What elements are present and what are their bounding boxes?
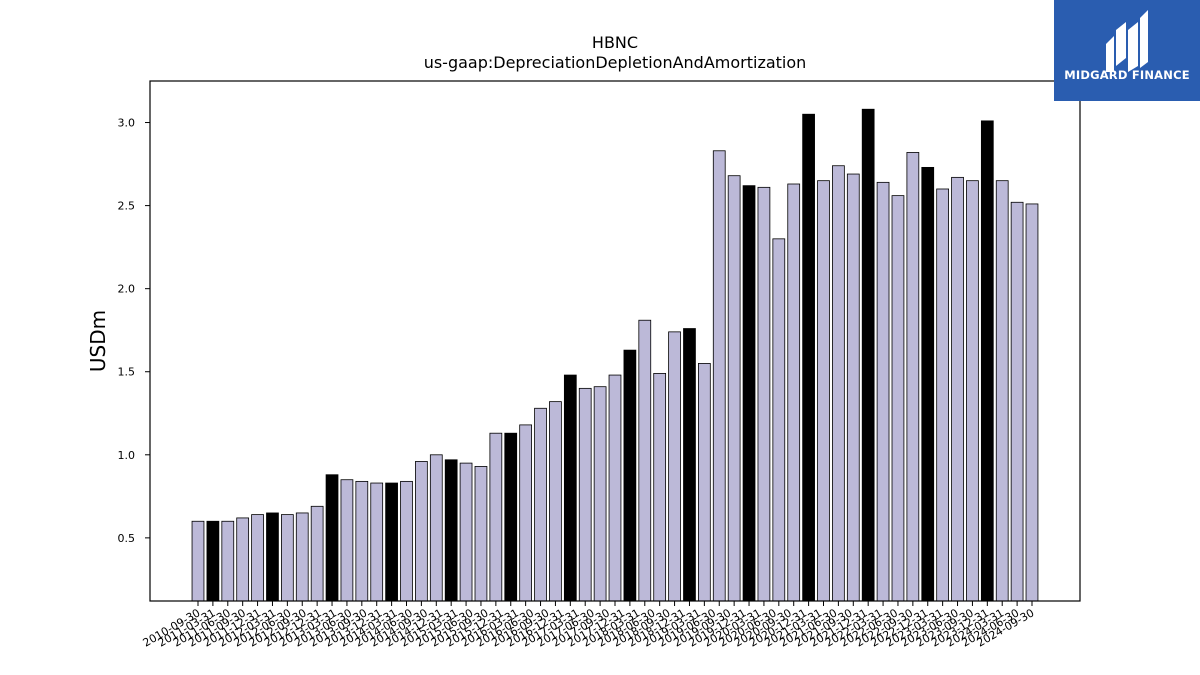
bar-2013-06-30 <box>355 480 369 602</box>
bar-2011-12-31 <box>266 512 279 602</box>
bar-2010-12-31 <box>206 520 220 602</box>
bar-2016-06-30 <box>534 407 547 602</box>
bar-2020-03-31 <box>757 186 771 602</box>
x-axis: 2010-09-302011-03-312011-06-302011-09-30… <box>141 601 1037 650</box>
bar-2022-03-31 <box>876 181 890 602</box>
bar-2021-12-31 <box>861 108 875 602</box>
bar-2014-12-31 <box>444 459 458 602</box>
y-tick-label: 2.5 <box>118 200 136 213</box>
bar-2020-06-30 <box>772 238 786 602</box>
y-tick-label: 3.0 <box>118 117 136 130</box>
logo-text: MIDGARD FINANCE <box>1064 68 1190 82</box>
bar-2024-06-30 <box>1010 201 1024 602</box>
bar-2019-12-31 <box>742 185 756 602</box>
bar-2014-03-31 <box>400 480 413 602</box>
bar-2016-09-30 <box>549 401 562 602</box>
bar-2021-09-30 <box>846 173 860 602</box>
bar-2011-09-30 <box>251 514 264 602</box>
bar-2023-12-31 <box>980 120 994 602</box>
y-axis-label: USDm <box>86 310 110 372</box>
bar-2011-06-30 <box>236 517 250 602</box>
chart-title: HBNC <box>592 33 638 52</box>
bar-2017-09-30 <box>608 374 622 602</box>
bars-group <box>191 108 1039 602</box>
bar-2012-09-30 <box>310 505 324 602</box>
bar-2018-06-30 <box>653 372 667 602</box>
bar-2015-06-30 <box>474 466 488 602</box>
y-axis: 0.5 1.0 1.5 2.0 2.5 3.0 <box>118 117 150 545</box>
bar-2016-12-31 <box>563 374 577 602</box>
bar-2012-03-31 <box>280 514 294 602</box>
bar-2024-03-31 <box>995 180 1009 602</box>
bar-2019-06-30 <box>712 150 726 602</box>
bar-2023-06-30 <box>951 176 964 602</box>
bar-2019-09-30 <box>727 175 741 602</box>
y-tick-label: 1.0 <box>118 449 136 462</box>
bar-2017-12-31 <box>623 349 637 602</box>
bar-2013-09-30 <box>370 482 384 602</box>
bar-2011-03-31 <box>221 520 235 602</box>
plot-frame <box>149 80 1081 602</box>
y-tick-label: 2.0 <box>118 283 136 296</box>
bar-2020-12-31 <box>802 113 815 602</box>
bar-2022-12-31 <box>921 166 935 602</box>
bar-2012-06-30 <box>295 512 309 602</box>
bar-2018-09-30 <box>668 331 681 602</box>
y-tick-label: 0.5 <box>118 532 136 545</box>
bar-2018-12-31 <box>683 328 696 602</box>
bar-2015-12-31 <box>504 432 518 602</box>
bar-2020-09-30 <box>787 183 801 602</box>
chart-subtitle: us-gaap:DepreciationDepletionAndAmortiza… <box>424 53 807 72</box>
bar-2021-06-30 <box>832 165 845 602</box>
bar-2021-03-31 <box>817 180 830 602</box>
midgard-logo-icon <box>1106 10 1148 72</box>
bar-2023-09-30 <box>966 180 979 602</box>
bar-2013-03-31 <box>340 479 354 602</box>
bar-2010-09-30 <box>191 520 205 602</box>
bar-2022-06-30 <box>891 195 905 602</box>
bar-2015-09-30 <box>489 432 503 602</box>
bar-2014-09-30 <box>429 454 443 602</box>
bar-2012-12-31 <box>325 474 339 602</box>
bar-2023-03-31 <box>936 188 950 602</box>
bar-2019-03-31 <box>698 363 711 602</box>
bar-2018-03-31 <box>638 319 652 602</box>
brand-logo: MIDGARD FINANCE <box>1054 0 1200 101</box>
bar-2014-06-30 <box>415 461 428 602</box>
bar-2013-12-31 <box>385 482 398 602</box>
bar-2024-09-30 <box>1025 203 1039 602</box>
bar-2017-06-30 <box>593 386 607 602</box>
y-tick-label: 1.5 <box>118 366 136 379</box>
bar-2017-03-31 <box>578 387 592 602</box>
bar-2015-03-31 <box>459 462 473 602</box>
bar-2016-03-31 <box>519 424 533 602</box>
bar-2022-09-30 <box>906 152 920 602</box>
